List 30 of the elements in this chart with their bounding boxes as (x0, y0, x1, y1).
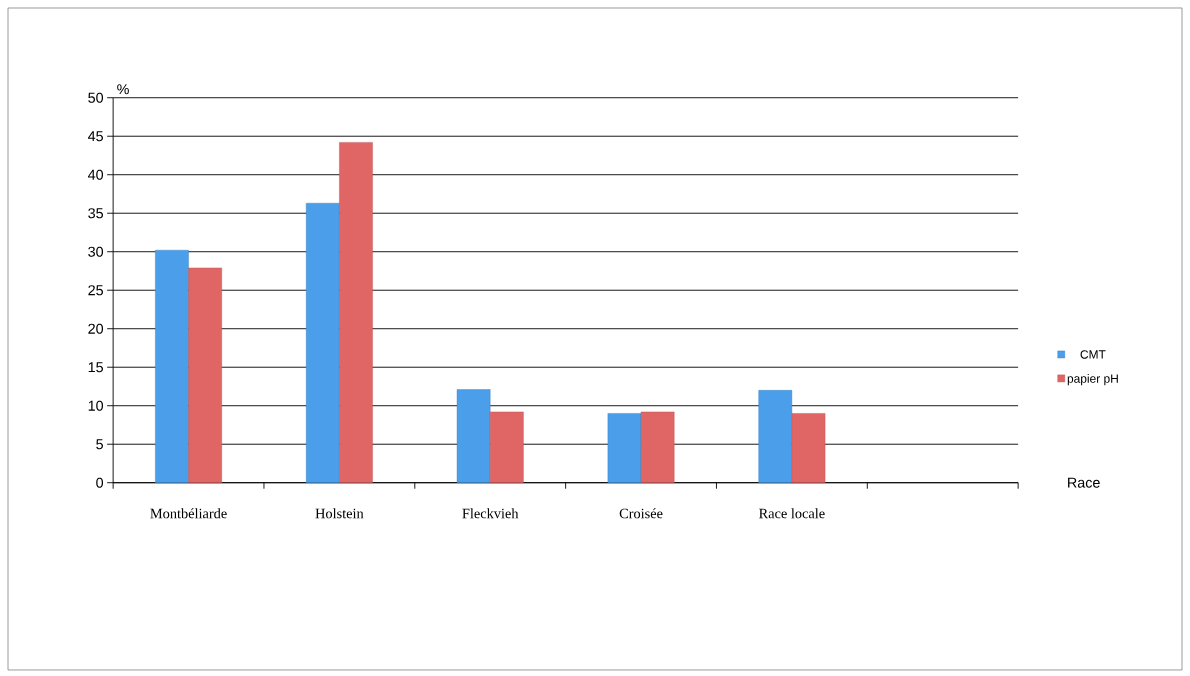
y-tick-label: 20 (88, 323, 104, 334)
x-tick-label: Race locale (759, 508, 825, 519)
bar (758, 390, 793, 483)
x-tick-label: Fleckvieh (462, 508, 519, 519)
y-tick-label: 15 (88, 362, 104, 373)
y-tick-label: 50 (88, 92, 104, 103)
bar (490, 411, 524, 483)
y-tick-label: 25 (88, 285, 104, 296)
bar (640, 411, 675, 483)
y-tick-label: 5 (96, 439, 104, 450)
y-axis-title: % (117, 84, 129, 95)
legend-label: CMT (1080, 350, 1106, 359)
bar (456, 389, 491, 483)
bar (339, 142, 373, 483)
bar (188, 267, 222, 483)
bar (306, 203, 340, 483)
x-tick-label: Montbéliarde (150, 508, 227, 519)
y-tick-label: 40 (87, 169, 104, 180)
x-axis-title: Race (1068, 477, 1100, 488)
y-tick-label: 35 (88, 208, 104, 219)
y-tick-label: 0 (96, 477, 104, 488)
x-tick-label: Holstein (315, 508, 364, 519)
bar (155, 249, 189, 483)
bar (791, 413, 826, 483)
legend-label: papier pH (1067, 374, 1118, 386)
y-tick-label: 45 (87, 131, 104, 142)
x-tick-label: Croisée (619, 508, 663, 519)
y-tick-label: 30 (88, 246, 104, 257)
bar (607, 413, 642, 483)
y-tick-label: 10 (88, 400, 104, 411)
